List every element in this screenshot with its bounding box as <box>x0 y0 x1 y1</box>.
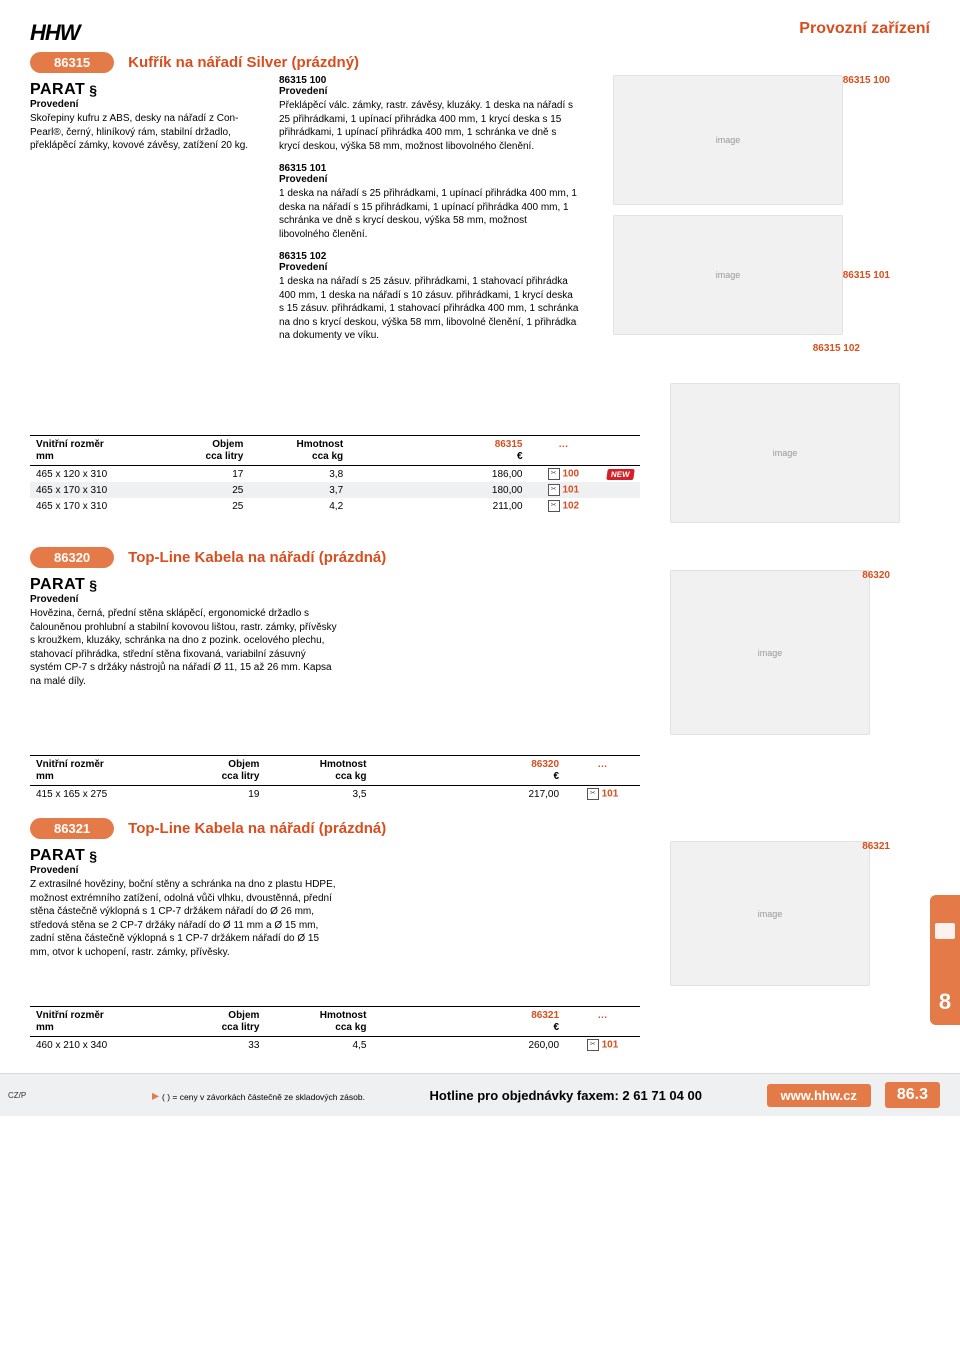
variant-text-100: Překlápěcí válc. zámky, rastr. závěsy, k… <box>279 99 579 153</box>
product-image-86315-101: image <box>613 215 843 335</box>
brand-parat-3: PARAT§ <box>30 847 340 865</box>
table-86320: Vnitřní rozměrmm Objemcca litry Hmotnost… <box>30 755 640 802</box>
variant-sku-100: 86315 100 <box>279 75 579 86</box>
variant-sku-101: 86315 101 <box>279 163 579 174</box>
footer-hotline: Hotline pro objednávky faxem: 2 61 71 04… <box>379 1088 753 1103</box>
new-badge: NEW <box>607 469 635 480</box>
tab-icon <box>935 923 955 939</box>
product-image-86315-100: image <box>613 75 843 205</box>
chapter-tab: 8 <box>930 895 960 1025</box>
stock-icon: ✂ <box>548 500 560 512</box>
subhead-provedeni-3: Provedení <box>30 865 340 876</box>
stock-icon: ✂ <box>587 788 599 800</box>
sku-pill-86315: 86315 <box>30 52 114 73</box>
image-caption-101: 86315 101 <box>843 270 890 281</box>
stock-icon: ✂ <box>548 484 560 496</box>
stock-icon: ✂ <box>587 1039 599 1051</box>
image-caption-102: 86315 102 <box>813 343 860 354</box>
intro-text-86315: Skořepiny kufru z ABS, desky na nářadí z… <box>30 112 265 153</box>
variant-text-102: 1 deska na nářadí s 25 zásuv. přihrádkam… <box>279 275 579 343</box>
section-title-86320: Top-Line Kabela na nářadí (prázdná) <box>128 549 386 566</box>
stock-icon: ✂ <box>548 468 560 480</box>
category-title: Provozní zařízení <box>799 20 930 38</box>
variant-head-100: Provedení <box>279 86 579 97</box>
brand-parat-2: PARAT§ <box>30 576 340 594</box>
image-caption-86320: 86320 <box>862 570 890 581</box>
image-caption-86321: 86321 <box>862 841 890 852</box>
image-caption-100: 86315 100 <box>843 75 890 86</box>
brand-logo: HHW <box>30 20 80 46</box>
table-row: 465 x 170 x 310253,7 180,00 ✂ 101 <box>30 482 640 498</box>
text-86321: Z extrasilné hověziny, boční stěny a sch… <box>30 878 340 959</box>
variant-text-101: 1 deska na nářadí s 25 přihrádkami, 1 up… <box>279 187 579 241</box>
section-title-86315: Kufřík na nářadí Silver (prázdný) <box>128 54 359 71</box>
footer-region: CZ/P <box>8 1091 138 1100</box>
table-row: 465 x 120 x 310173,8 186,00 ✂ 100 NEW <box>30 466 640 483</box>
product-image-86315-102: image <box>670 383 900 523</box>
table-86315: Vnitřní rozměrmm Objemcca litry Hmotnost… <box>30 435 640 514</box>
table-row: 460 x 210 x 340334,5 260,00 ✂ 101 <box>30 1037 640 1054</box>
variant-head-102: Provedení <box>279 262 579 273</box>
footer-note: ▸( ) = ceny v závorkách částečně ze skla… <box>152 1087 365 1104</box>
sku-pill-86321: 86321 <box>30 818 114 839</box>
table-row: 465 x 170 x 310254,2 211,00 ✂ 102 <box>30 498 640 514</box>
table-86321: Vnitřní rozměrmm Objemcca litry Hmotnost… <box>30 1006 640 1053</box>
subhead-provedeni-1: Provedení <box>30 99 265 110</box>
footer-url[interactable]: www.hhw.cz <box>767 1084 871 1107</box>
arrow-icon: ▸ <box>152 1087 159 1103</box>
subhead-provedeni-2: Provedení <box>30 594 340 605</box>
variant-head-101: Provedení <box>279 174 579 185</box>
variant-sku-102: 86315 102 <box>279 251 579 262</box>
table-row: 415 x 165 x 275193,5 217,00 ✂ 101 <box>30 786 640 803</box>
footer-page-number: 86.3 <box>885 1082 940 1108</box>
brand-parat-1: PARAT§ <box>30 81 265 99</box>
text-86320: Hovězina, černá, přední stěna sklápěcí, … <box>30 607 340 688</box>
sku-pill-86320: 86320 <box>30 547 114 568</box>
page-footer: CZ/P ▸( ) = ceny v závorkách částečně ze… <box>0 1073 960 1116</box>
product-image-86320: image <box>670 570 870 735</box>
product-image-86321: image <box>670 841 870 986</box>
section-title-86321: Top-Line Kabela na nářadí (prázdná) <box>128 820 386 837</box>
